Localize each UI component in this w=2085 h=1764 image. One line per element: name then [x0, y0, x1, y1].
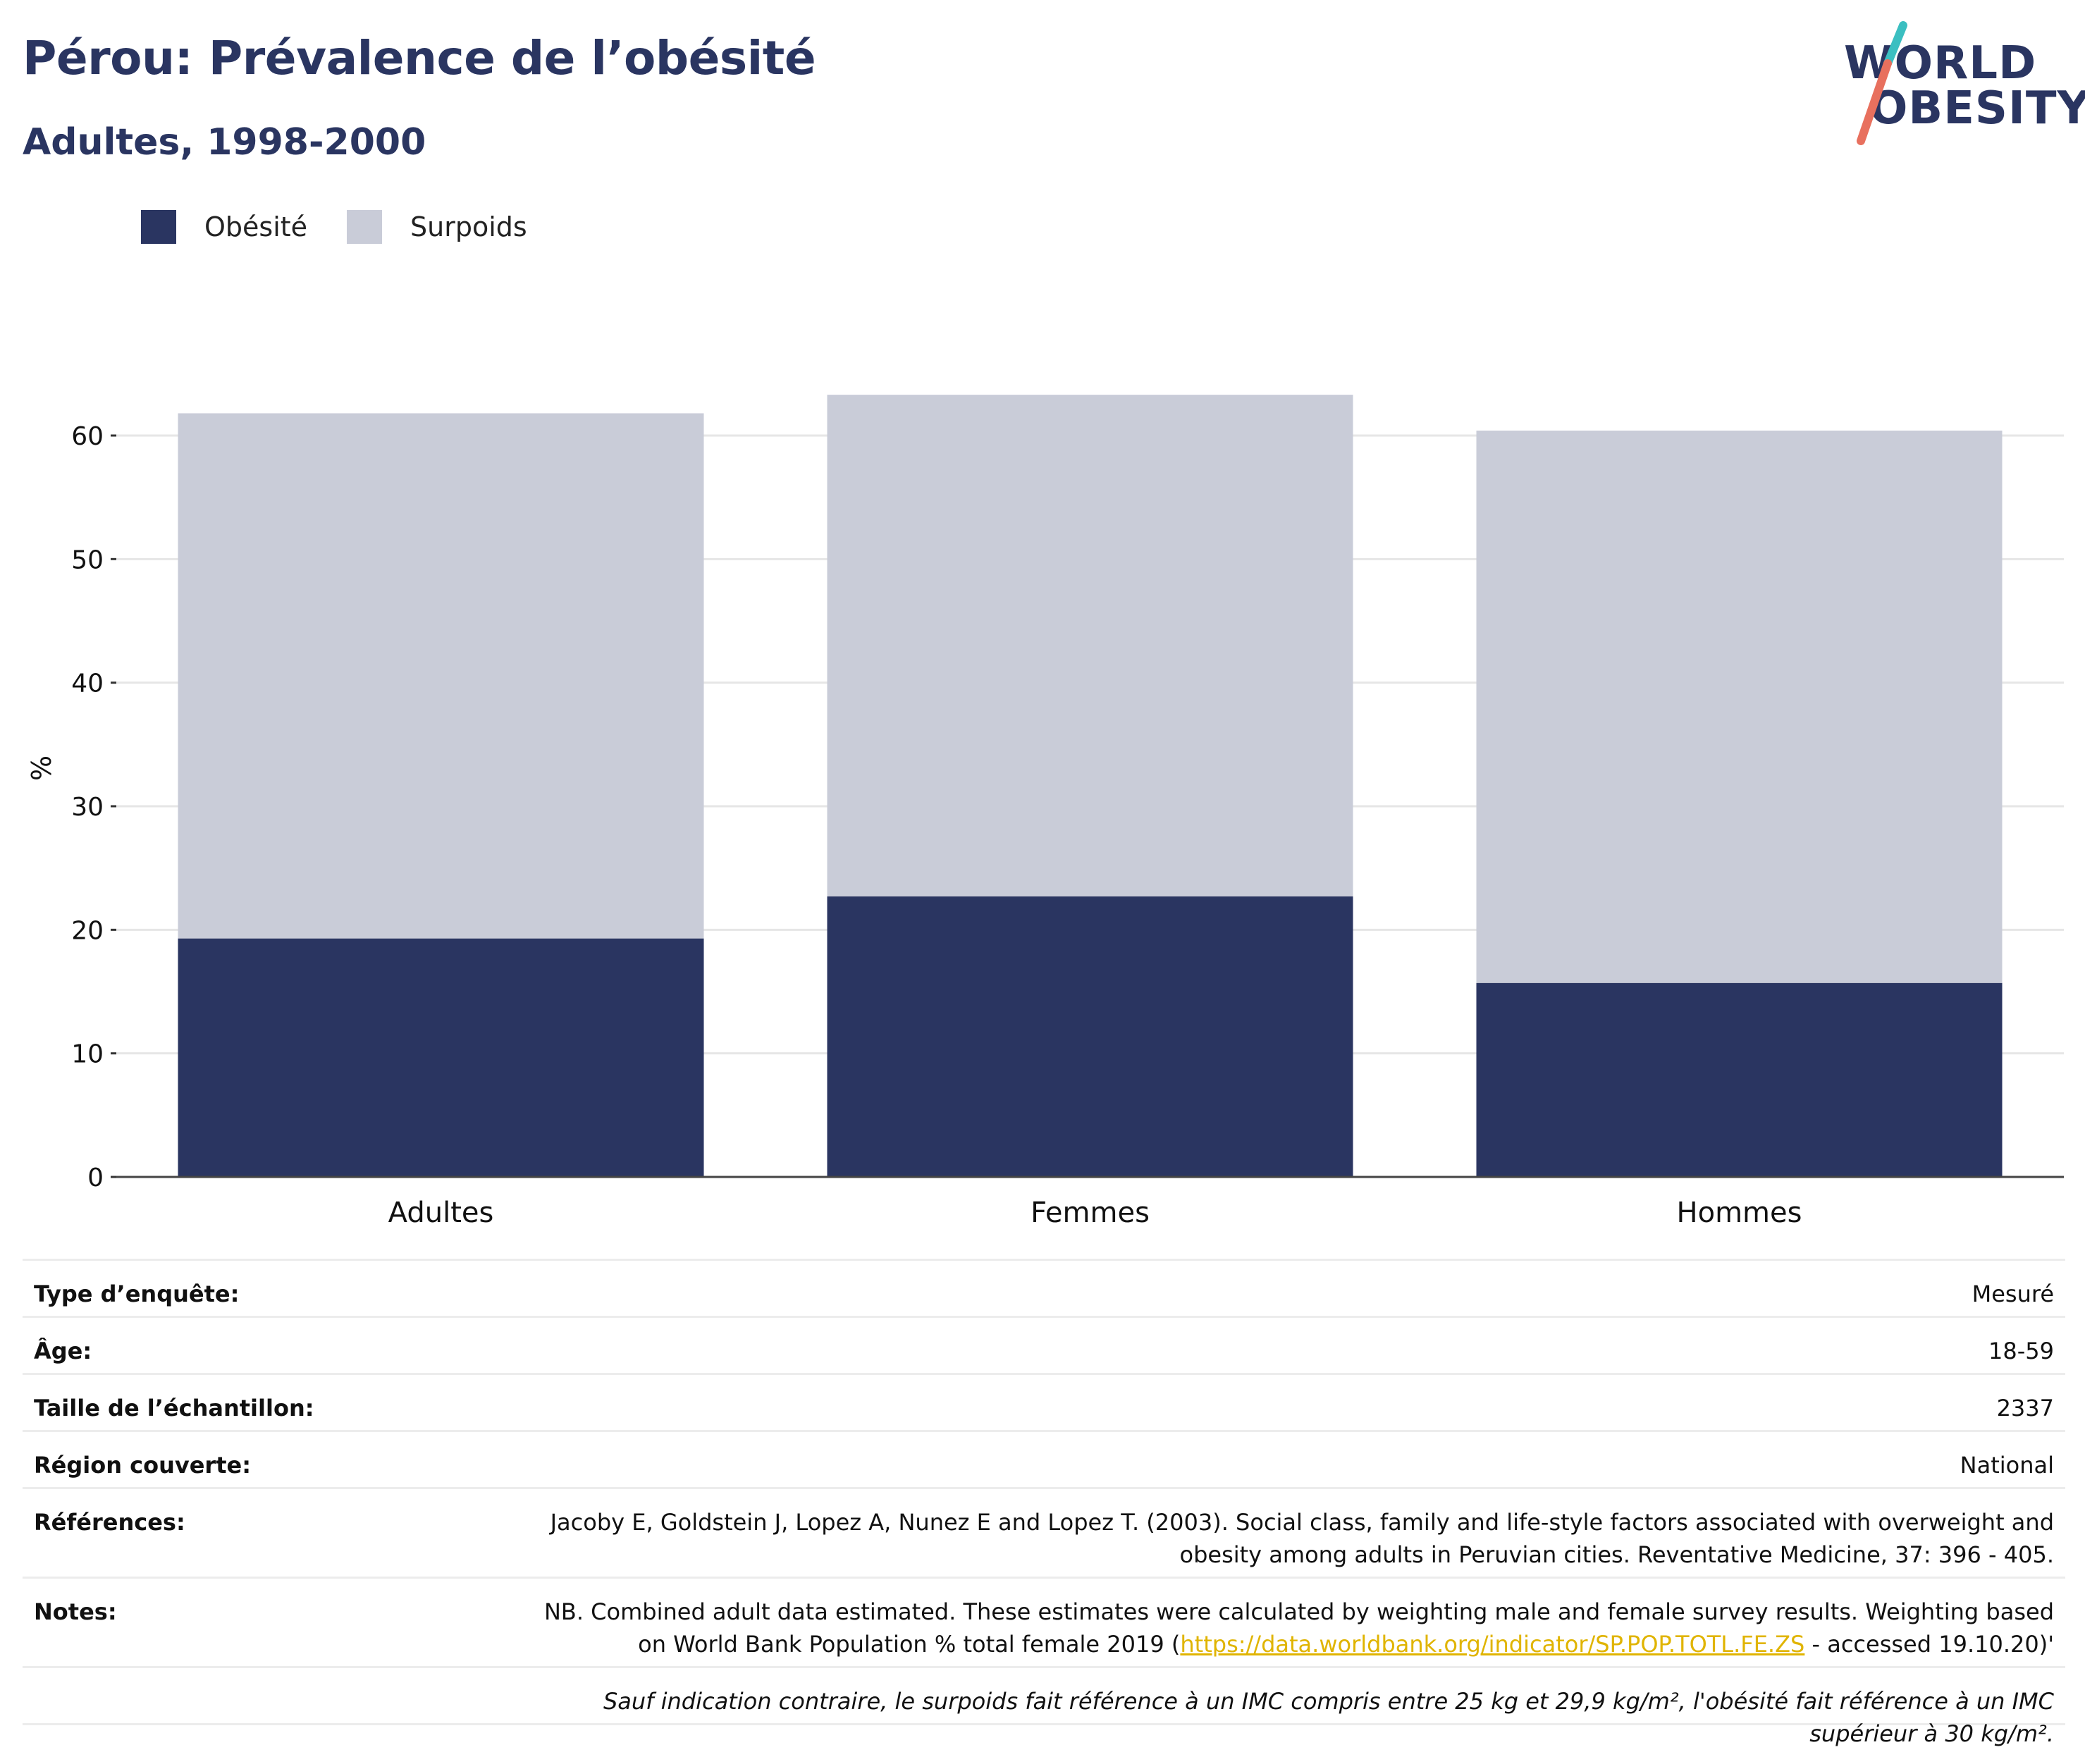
table-row-region: Région couverte: National: [23, 1430, 2065, 1487]
notes-value: NB. Combined adult data estimated. These…: [539, 1596, 2054, 1660]
legend-swatch-obesity: [141, 210, 176, 244]
references-label: Références:: [34, 1509, 185, 1536]
sample-size-value: 2337: [1996, 1395, 2054, 1421]
table-row-references: Références: Jacoby E, Goldstein J, Lopez…: [23, 1487, 2065, 1577]
world-obesity-logo: WORLD OBESITY: [1833, 21, 2085, 148]
bmi-footnote: Sauf indication contraire, le surpoids f…: [603, 1688, 2054, 1747]
worldbank-link[interactable]: https://data.worldbank.org/indicator/SP.…: [1180, 1631, 1805, 1658]
x-tick-label: Adultes: [388, 1197, 494, 1229]
age-value: 18-59: [1988, 1338, 2054, 1364]
survey-type-label: Type d’enquête:: [34, 1281, 240, 1307]
x-axis-ticks: Adultes Femmes Hommes: [116, 1176, 2064, 1229]
legend-item-obesity[interactable]: Obésité: [141, 210, 307, 244]
sample-size-label: Taille de l’échantillon:: [34, 1395, 314, 1421]
x-tick-label: Hommes: [1677, 1197, 1802, 1229]
x-tick-label: Femmes: [1031, 1197, 1150, 1229]
y-tick-label: 60: [71, 422, 104, 451]
y-tick-label: 0: [87, 1164, 104, 1192]
survey-details-table: Type d’enquête: Mesuré Âge: 18-59 Taille…: [23, 1259, 2065, 1747]
region-label: Région couverte:: [34, 1452, 251, 1479]
bar-overweight-femmes[interactable]: [827, 395, 1353, 896]
bar-overweight-hommes[interactable]: [1476, 430, 2003, 983]
age-label: Âge:: [34, 1338, 92, 1364]
references-value: Jacoby E, Goldstein J, Lopez A, Nunez E …: [550, 1509, 2054, 1568]
y-axis-ticks: 0 10 20 30 40 50 60: [71, 422, 116, 1192]
logo-slash-icon: [1857, 21, 1907, 145]
y-tick-label: 30: [71, 793, 104, 822]
chart-bars: [178, 395, 2003, 1177]
bar-obesity-hommes[interactable]: [1476, 982, 2003, 1177]
table-row-age: Âge: 18-59: [23, 1316, 2065, 1373]
legend-label-obesity: Obésité: [204, 211, 308, 242]
y-tick-label: 10: [71, 1040, 104, 1069]
legend-swatch-overweight: [347, 210, 383, 244]
survey-type-value: Mesuré: [1972, 1281, 2054, 1307]
table-row-survey-type: Type d’enquête: Mesuré: [23, 1259, 2065, 1316]
bar-obesity-femmes[interactable]: [827, 896, 1353, 1177]
bar-overweight-adultes[interactable]: [178, 413, 704, 939]
legend-label-overweight: Surpoids: [410, 211, 527, 242]
y-tick-label: 20: [71, 916, 104, 945]
logo-word-obesity: OBESITY: [1869, 82, 2085, 135]
table-row-footnote: Sauf indication contraire, le surpoids f…: [23, 1666, 2065, 1747]
table-row-sample-size: Taille de l’échantillon: 2337: [23, 1373, 2065, 1430]
legend-item-overweight[interactable]: Surpoids: [347, 210, 527, 244]
page-subtitle: Adultes, 1998-2000: [23, 121, 426, 164]
notes-label: Notes:: [34, 1598, 117, 1625]
y-axis-label: %: [26, 755, 57, 781]
logo-word-world: WORLD: [1844, 37, 2037, 90]
stacked-bar-chart: 0 10 20 30 40 50 60 Adultes Femmes Hommes %: [26, 395, 2064, 1229]
y-tick-label: 40: [71, 670, 104, 698]
y-tick-label: 50: [71, 545, 104, 574]
notes-text: NB. Combined adult data estimated. These…: [543, 1598, 2054, 1658]
page-title: Pérou: Prévalence de l’obésité: [23, 31, 816, 85]
chart-legend: Obésité Surpoids: [141, 210, 567, 244]
notes-text-end: - accessed 19.10.20)': [1804, 1631, 2055, 1658]
bar-obesity-adultes[interactable]: [178, 938, 704, 1177]
region-value: National: [1960, 1452, 2054, 1479]
table-row-notes: Notes: NB. Combined adult data estimated…: [23, 1577, 2065, 1666]
